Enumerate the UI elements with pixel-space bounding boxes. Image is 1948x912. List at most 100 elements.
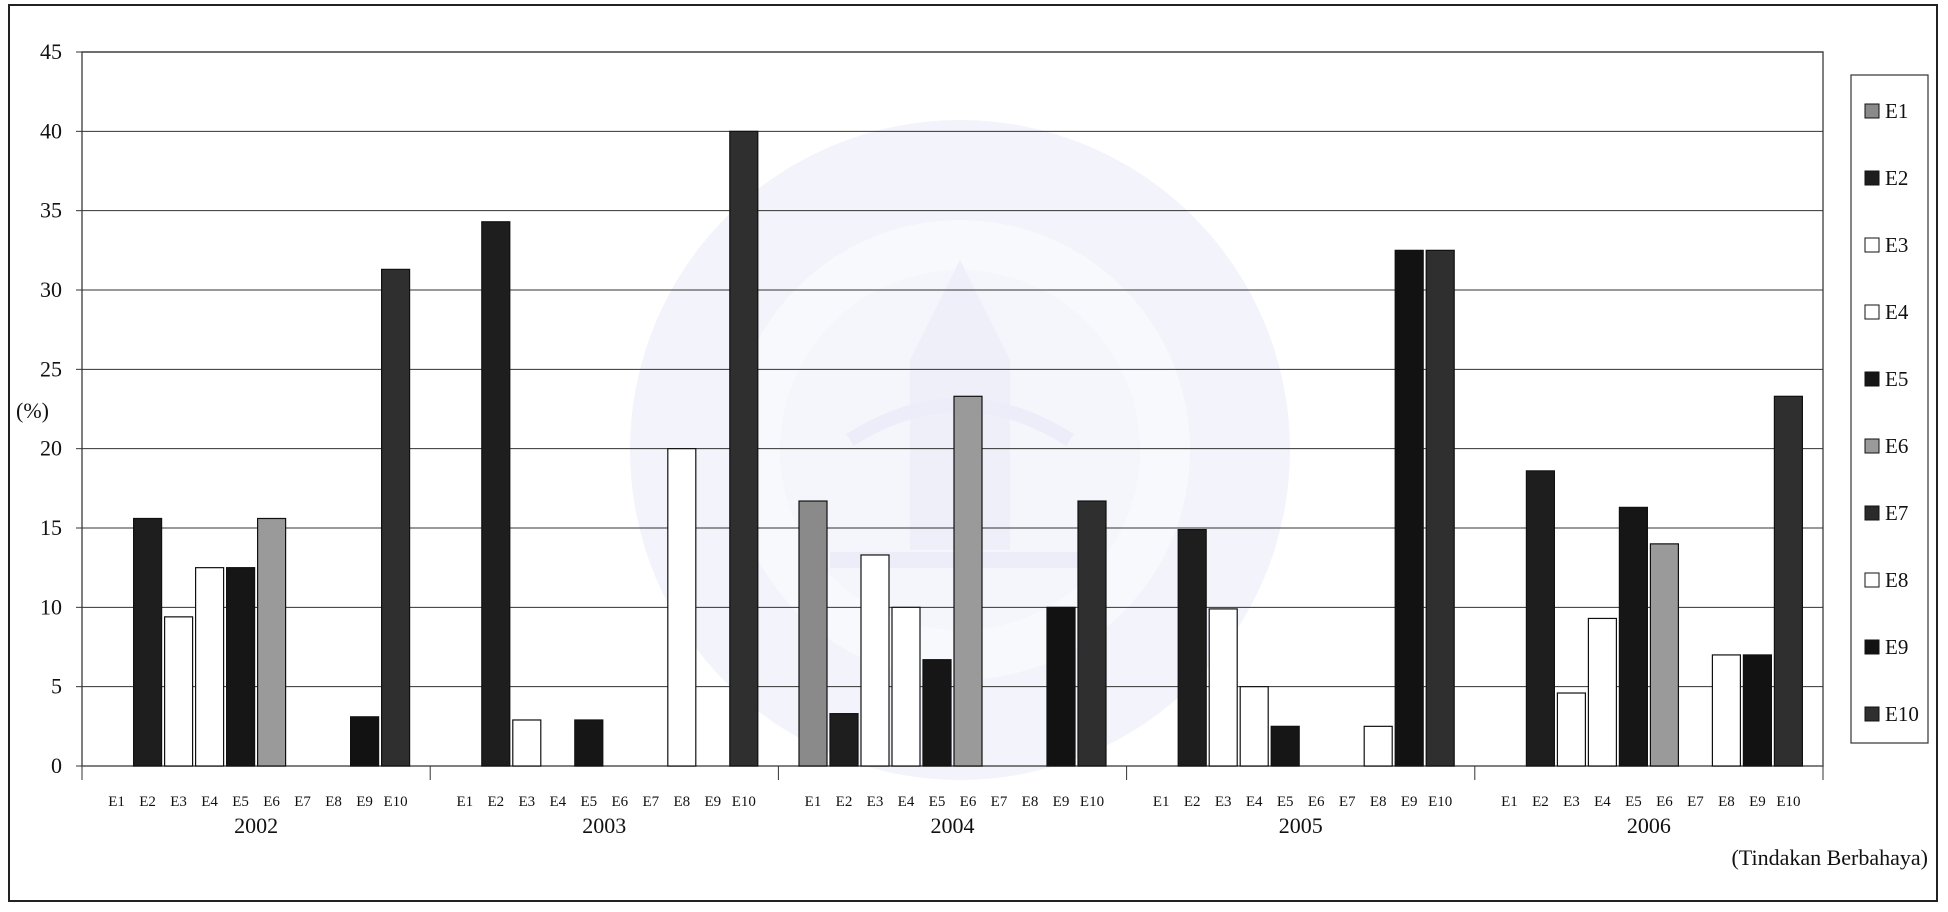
x-tick-label: E10 (1428, 794, 1452, 810)
legend-box (1850, 74, 1929, 744)
legend-label-E9: E9 (1885, 635, 1908, 659)
x-tick-label: E9 (1053, 794, 1070, 810)
y-tick-label: 35 (40, 198, 62, 223)
bar-2005-E5 (1270, 725, 1300, 767)
bar-2003-E8 (667, 448, 697, 767)
bar-2005-E3 (1208, 608, 1238, 767)
legend-label-E8: E8 (1885, 568, 1908, 592)
x-tick-label: E6 (1308, 794, 1325, 810)
bar-2002-E5 (226, 567, 256, 767)
bar-2004-E1 (798, 500, 828, 767)
x-tick-label: E4 (201, 794, 218, 810)
legend-label-E2: E2 (1885, 166, 1908, 190)
bar-2006-E6 (1649, 543, 1680, 767)
x-tick-label: E3 (867, 794, 884, 810)
y-tick-label: 10 (40, 594, 62, 619)
x-tick-label: E2 (1184, 794, 1201, 810)
bar-2004-E2 (829, 713, 859, 767)
bar-2005-E10 (1425, 249, 1455, 767)
x-tick-label: E7 (294, 794, 311, 810)
legend-swatch-E10 (1864, 706, 1880, 722)
legend-swatch-E4 (1864, 304, 1880, 320)
x-tick-label: E3 (1215, 794, 1232, 810)
x-tick-label: E1 (805, 794, 822, 810)
legend-label-E10: E10 (1885, 702, 1919, 726)
bar-2003-E10 (729, 130, 759, 767)
x-tick-label: E1 (108, 794, 125, 810)
x-tick-label: E6 (960, 794, 977, 810)
legend-label-E7: E7 (1885, 501, 1908, 525)
bar-2006-E4 (1587, 617, 1618, 767)
x-tick-label: E3 (518, 794, 535, 810)
legend-swatch-E6 (1864, 438, 1880, 454)
y-tick-label: 15 (40, 515, 62, 540)
legend-swatch-E8 (1864, 572, 1880, 588)
x-tick-label: E8 (1370, 794, 1387, 810)
x-tick-label: E7 (642, 794, 659, 810)
group-label: 2003 (582, 813, 626, 838)
bar-2006-E8 (1711, 654, 1742, 767)
legend-label-E1: E1 (1885, 99, 1908, 123)
x-tick-label: E5 (580, 794, 597, 810)
y-tick-label: 25 (40, 356, 62, 381)
x-tick-label: E2 (139, 794, 156, 810)
x-tick-label: E8 (1718, 794, 1735, 810)
x-tick-label: E5 (1625, 794, 1642, 810)
bar-2005-E4 (1239, 686, 1269, 767)
bar-2004-E6 (953, 395, 983, 767)
bar-2003-E3 (512, 719, 542, 767)
x-tick-label: E10 (732, 794, 756, 810)
bar-2002-E6 (257, 517, 287, 767)
bar-2006-E5 (1618, 506, 1649, 767)
group-label: 2006 (1627, 813, 1671, 838)
bar-2006-E10 (1773, 395, 1804, 767)
bar-2005-E9 (1394, 249, 1424, 767)
x-tick-label: E9 (1749, 794, 1766, 810)
y-tick-label: 5 (51, 674, 62, 699)
y-axis-ticks: 0 5 10 15 20 25 30 35 40 45 (40, 39, 82, 778)
x-tick-label: E9 (1401, 794, 1418, 810)
x-tick-label: E5 (232, 794, 249, 810)
bar-2002-E10 (381, 268, 411, 767)
y-tick-label: 30 (40, 277, 62, 302)
bar-2005-E8 (1363, 725, 1393, 767)
x-axis: E1 E2 E3 E4 E5 E6 E7 E8 E9 E10 2002 E1 E2 E3 E4 E5 E6 E7 E… (81, 766, 1824, 838)
x-tick-label: E9 (356, 794, 373, 810)
y-tick-label: 20 (40, 436, 62, 461)
x-tick-label: E10 (1080, 794, 1104, 810)
x-tick-label: E5 (929, 794, 946, 810)
x-tick-label: E1 (456, 794, 473, 810)
bar-2004-E10 (1077, 500, 1107, 767)
bar-2002-E3 (164, 616, 194, 767)
legend-swatch-E1 (1864, 103, 1880, 119)
legend-swatch-E3 (1864, 237, 1880, 253)
group-label: 2005 (1279, 813, 1323, 838)
legend: E1 E2 E3 E4 E5 E6 E7 E8 E9 E10 (1850, 74, 1929, 744)
bar-2002-E4 (195, 567, 225, 767)
x-tick-label: E4 (898, 794, 915, 810)
x-tick-label: E4 (549, 794, 566, 810)
x-tick-label: E6 (611, 794, 628, 810)
bar-2006-E2 (1525, 470, 1556, 767)
x-tick-label: E1 (1153, 794, 1170, 810)
legend-swatch-E7 (1864, 505, 1880, 521)
x-tick-label: E9 (704, 794, 721, 810)
gridlines (81, 51, 1824, 767)
legend-swatch-E9 (1864, 639, 1880, 655)
y-tick-label: 40 (40, 118, 62, 143)
x-axis-label: (Tindakan Berbahaya) (1731, 845, 1928, 870)
x-tick-label: E3 (1563, 794, 1580, 810)
bar-2004-E5 (922, 659, 952, 767)
bar-2004-E9 (1046, 606, 1076, 767)
legend-label-E4: E4 (1885, 300, 1909, 324)
bar-2005-E2 (1177, 528, 1207, 767)
bar-2003-E2 (481, 221, 511, 767)
bar-2006-E9 (1742, 654, 1773, 767)
bar-2004-E3 (860, 554, 890, 767)
bar-2002-E9 (350, 716, 380, 767)
bar-2002-E2 (133, 517, 163, 767)
x-tick-label: E4 (1246, 794, 1263, 810)
bars (133, 130, 1804, 767)
group-label: 2002 (234, 813, 278, 838)
